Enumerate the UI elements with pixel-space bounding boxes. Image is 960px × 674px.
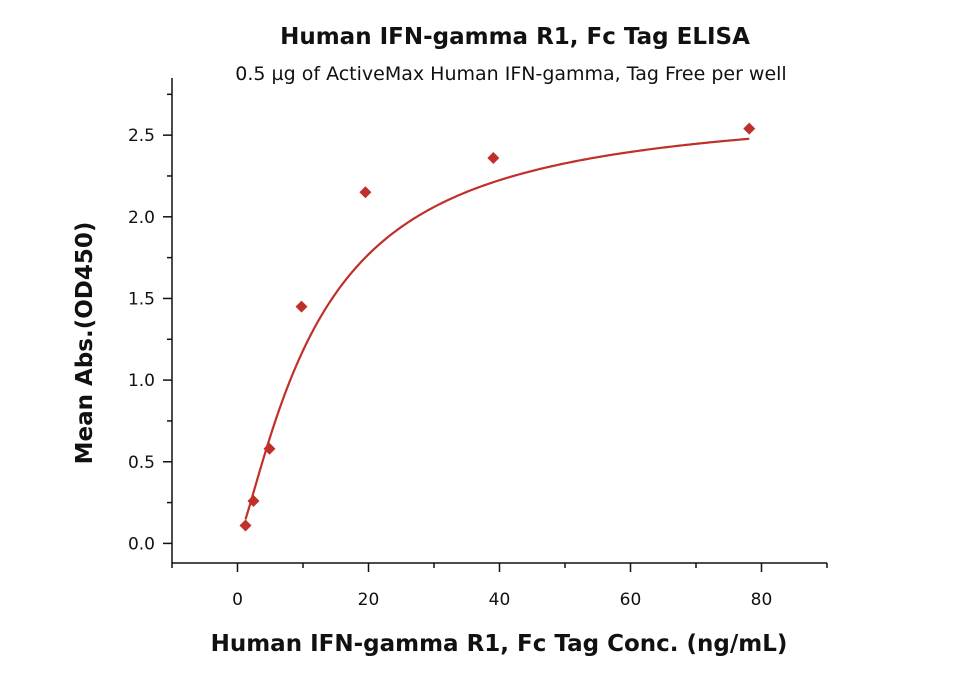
x-tick-label: 40 <box>489 590 511 610</box>
data-point <box>743 122 756 135</box>
chart-title: Human IFN-gamma R1, Fc Tag ELISA <box>280 24 750 50</box>
data-point <box>263 442 276 455</box>
y-tick-label: 1.5 <box>128 289 155 309</box>
fit-curve <box>244 137 750 520</box>
y-tick-label: 0.5 <box>128 453 155 473</box>
x-axis-label: Human IFN-gamma R1, Fc Tag Conc. (ng/mL) <box>211 631 788 657</box>
y-tick-label: 1.0 <box>128 371 155 391</box>
y-tick-label: 0.0 <box>128 534 155 554</box>
data-point <box>359 186 372 199</box>
y-tick-label: 2.5 <box>128 126 155 146</box>
chart-subtitle: 0.5 µg of ActiveMax Human IFN-gamma, Tag… <box>235 63 786 85</box>
data-point <box>247 494 260 507</box>
y-axis-label: Mean Abs.(OD450) <box>72 222 98 465</box>
data-point <box>487 152 500 165</box>
x-tick-label: 60 <box>620 590 642 610</box>
data-point <box>239 519 252 532</box>
x-tick-label: 20 <box>358 590 380 610</box>
ticks: 0.0 0.5 1.0 1.5 2.0 2.5 0 20 40 60 80 <box>128 93 828 610</box>
data-point <box>295 300 308 313</box>
data-points <box>239 122 756 532</box>
fit-curve-layer <box>244 137 750 520</box>
axes <box>171 78 827 564</box>
y-tick-label: 2.0 <box>128 208 155 228</box>
x-tick-label: 0 <box>232 590 243 610</box>
x-tick-label: 80 <box>751 590 773 610</box>
